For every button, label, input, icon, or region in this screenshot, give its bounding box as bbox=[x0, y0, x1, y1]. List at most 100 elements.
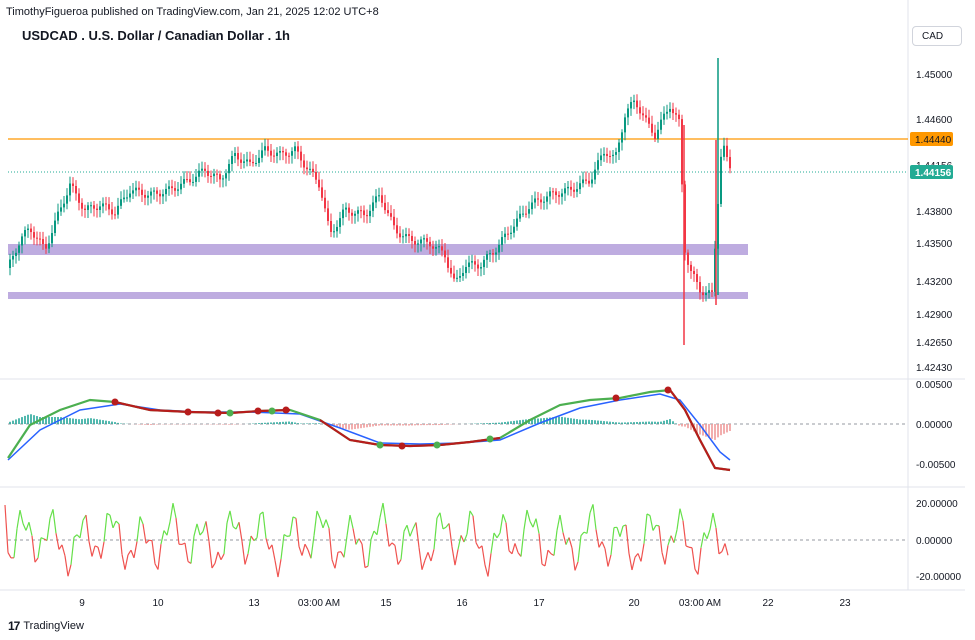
osc-axis[interactable]: 20.00000 0.00000 -20.00000 bbox=[916, 499, 961, 583]
oscillator-segment bbox=[574, 561, 579, 571]
candle-body bbox=[525, 213, 527, 215]
oscillator-segment bbox=[700, 532, 705, 548]
macd-histogram-bar bbox=[51, 417, 53, 424]
candle-body bbox=[354, 213, 356, 216]
candle-body bbox=[234, 153, 236, 157]
macd-histogram-bar bbox=[261, 422, 263, 424]
candle-body bbox=[630, 102, 632, 109]
macd-histogram-bar bbox=[372, 424, 374, 427]
time-axis[interactable]: 9 10 13 03:00 AM 15 16 17 20 03:00 AM 22… bbox=[79, 598, 851, 609]
macd-histogram-bar bbox=[45, 417, 47, 424]
macd-label: -0.00500 bbox=[916, 460, 956, 471]
macd-histogram-bar bbox=[24, 415, 26, 424]
macd-histogram-bar bbox=[606, 421, 608, 424]
macd-histogram-bar bbox=[21, 417, 23, 424]
tradingview-footer[interactable]: 17 TradingView bbox=[8, 619, 84, 633]
macd-histogram-bar bbox=[483, 423, 485, 424]
oscillator-segment bbox=[199, 531, 204, 536]
candle-body bbox=[198, 170, 200, 177]
oscillator-segment bbox=[631, 557, 636, 571]
macd-histogram-bar bbox=[522, 419, 524, 424]
candle-body bbox=[81, 202, 83, 209]
candle-body bbox=[672, 108, 674, 114]
oscillator-segment bbox=[64, 555, 69, 577]
macd-histogram-bar bbox=[30, 414, 32, 424]
candle-body bbox=[426, 238, 428, 242]
candle-body bbox=[312, 168, 314, 172]
macd-histogram-bar bbox=[108, 421, 110, 424]
candle-body bbox=[324, 197, 326, 209]
macd-histogram-bar bbox=[363, 424, 365, 428]
candle-body bbox=[378, 195, 380, 197]
candle-body bbox=[297, 146, 299, 152]
price-axis[interactable]: 1.45000 1.44600 1.44440 1.44156 1.44156 … bbox=[910, 70, 953, 374]
oscillator-segment bbox=[649, 515, 654, 531]
oscillator-segment bbox=[55, 533, 60, 550]
oscillator-segment bbox=[34, 557, 39, 563]
candle-body bbox=[294, 146, 296, 152]
macd-axis[interactable]: 0.00500 0.00000 -0.00500 bbox=[916, 380, 956, 471]
macd-histogram-bar bbox=[63, 417, 65, 424]
macd-histogram-bar bbox=[603, 421, 605, 424]
candle-body bbox=[576, 189, 578, 192]
candle-body bbox=[681, 119, 683, 185]
macd-histogram-bar bbox=[291, 421, 293, 424]
price-label: 1.42900 bbox=[916, 310, 953, 321]
macd-histogram-bar bbox=[441, 424, 443, 425]
oscillator-segment bbox=[37, 537, 42, 559]
candle-body bbox=[117, 205, 119, 215]
macd-histogram-bar bbox=[549, 417, 551, 424]
macd-label: 0.00500 bbox=[916, 380, 953, 391]
macd-histogram-bar bbox=[72, 418, 74, 424]
oscillator-segment bbox=[502, 514, 507, 523]
macd-histogram-bar bbox=[9, 421, 11, 424]
currency-button[interactable]: CAD bbox=[912, 26, 962, 46]
macd-histogram-bar bbox=[690, 424, 692, 430]
price-label: 1.43500 bbox=[916, 239, 953, 250]
candle-body bbox=[564, 188, 566, 194]
oscillator-segment bbox=[421, 560, 426, 570]
oscillator-segment bbox=[361, 543, 366, 568]
oscillator-segment bbox=[175, 517, 180, 545]
oscillator-segment bbox=[307, 549, 312, 559]
macd-histogram-bar bbox=[60, 417, 62, 424]
candle-body bbox=[153, 190, 155, 192]
macd-histogram-bar bbox=[486, 423, 488, 424]
candle-body bbox=[267, 146, 269, 151]
oscillator-segment bbox=[91, 545, 96, 557]
symbol-title[interactable]: USDCAD . U.S. Dollar / Canadian Dollar .… bbox=[22, 28, 290, 43]
candle-body bbox=[363, 210, 365, 216]
macd-histogram-bar bbox=[726, 424, 728, 433]
macd-histogram-bar bbox=[696, 424, 698, 433]
oscillator-segment bbox=[79, 520, 84, 538]
oscillator-segment bbox=[670, 535, 675, 543]
candle-body bbox=[42, 239, 44, 245]
macd-histogram-bar bbox=[426, 424, 428, 426]
macd-histogram-bar bbox=[381, 424, 383, 426]
candle-body bbox=[510, 232, 512, 234]
oscillator-segment bbox=[532, 518, 537, 528]
macd-histogram-bar bbox=[576, 419, 578, 424]
oscillator-segment bbox=[253, 537, 258, 542]
candle-body bbox=[582, 179, 584, 184]
oscillator-segment bbox=[364, 565, 369, 569]
candle-body bbox=[438, 246, 440, 248]
candle-body bbox=[444, 250, 446, 258]
candle-body bbox=[168, 186, 170, 189]
oscillator-segment bbox=[229, 510, 234, 527]
oscillator-segment bbox=[562, 532, 567, 545]
price-label: 1.43200 bbox=[916, 277, 953, 288]
oscillator-segment bbox=[322, 519, 327, 529]
candle-body bbox=[36, 237, 38, 239]
macd-histogram-bar bbox=[36, 416, 38, 424]
oscillator-segment bbox=[376, 517, 381, 535]
macd-histogram-bar bbox=[351, 424, 353, 430]
macd-histogram-bar bbox=[432, 424, 434, 426]
candle-body bbox=[660, 119, 662, 130]
oscillator-segment bbox=[112, 520, 117, 529]
candle-body bbox=[627, 108, 629, 118]
oscillator-segment bbox=[193, 523, 198, 537]
candle-body bbox=[591, 179, 593, 184]
candle-body bbox=[534, 198, 536, 203]
